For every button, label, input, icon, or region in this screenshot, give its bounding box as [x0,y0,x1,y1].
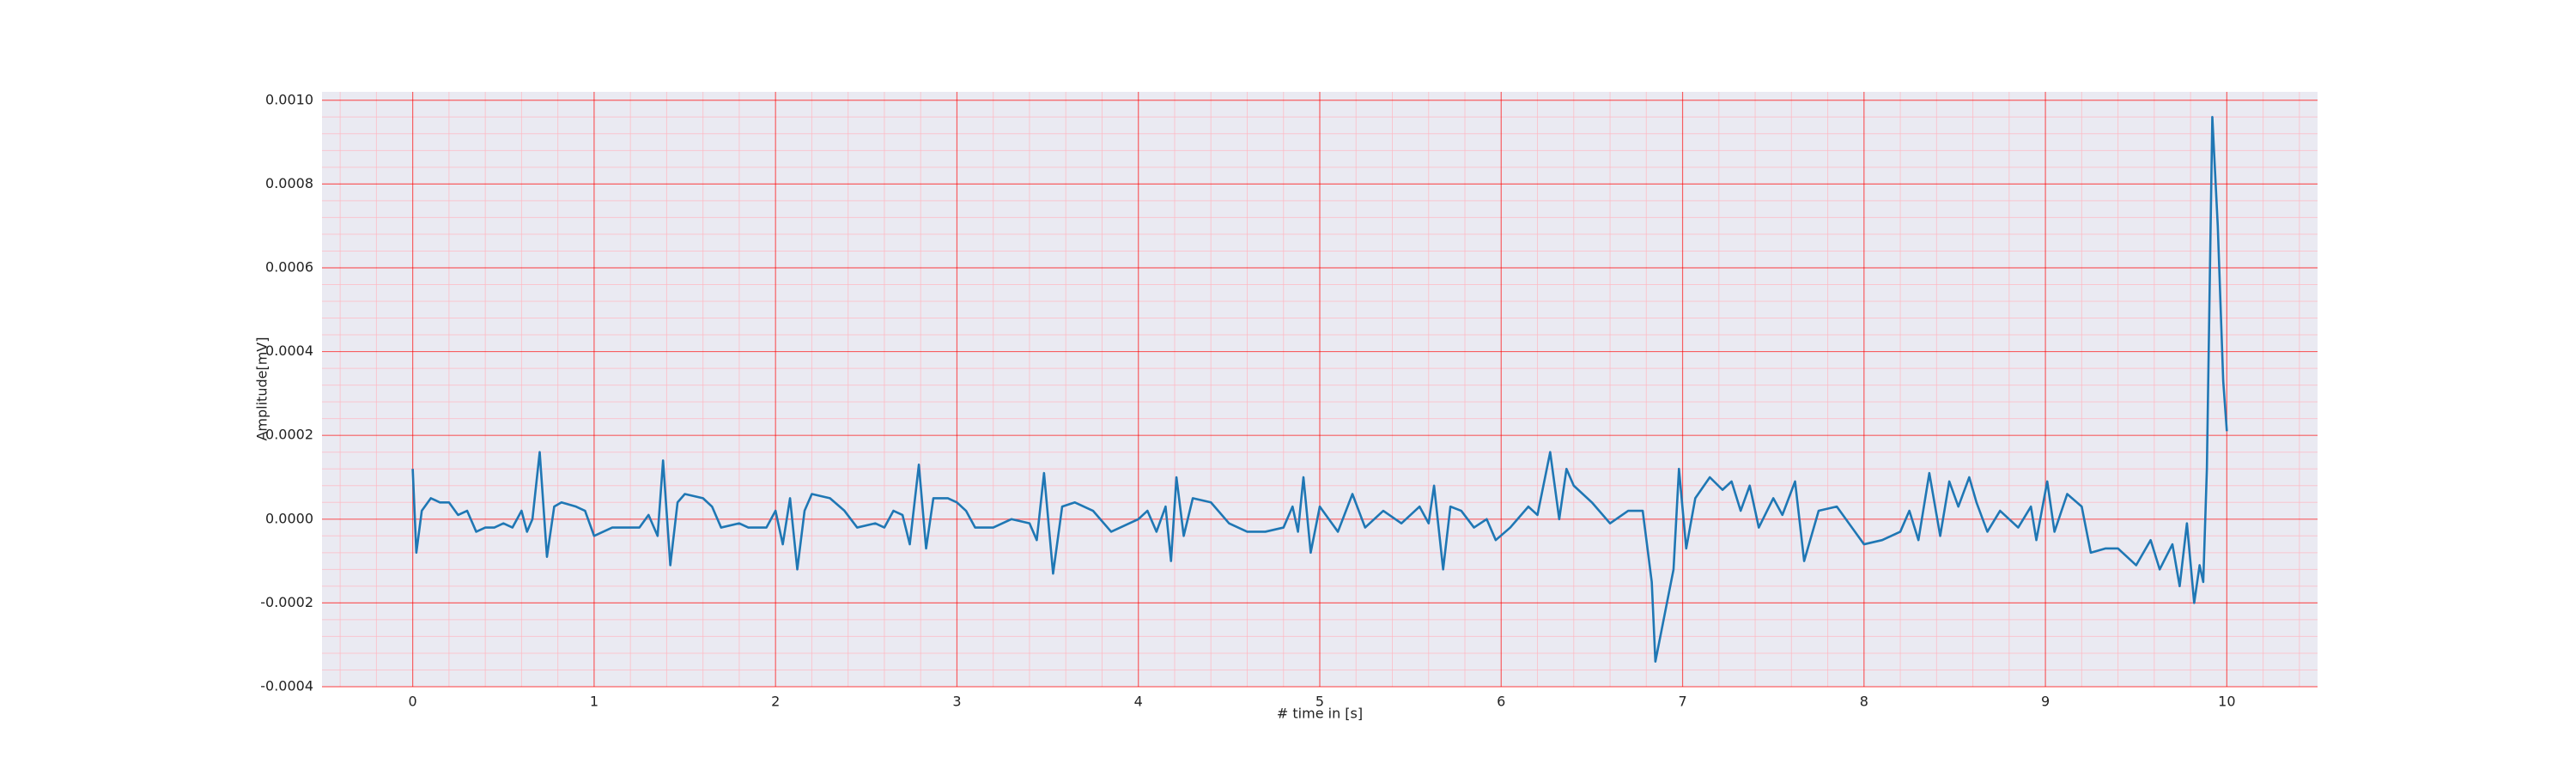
x-tick-label: 1 [590,694,598,710]
y-axis-label: Amplitude[mV] [254,336,270,440]
ecg-line [411,115,2228,664]
x-axis-label: # time in [s] [1277,706,1363,722]
y-tick-label: 0.0006 [265,258,313,275]
grid [322,92,2318,688]
x-tick-label: 3 [952,694,961,710]
x-tick-label: 10 [2218,694,2235,710]
lines [411,115,2228,664]
y-tick-label: 0.0004 [265,343,313,359]
x-tick-label: 9 [2041,694,2050,710]
x-tick-label: 7 [1678,694,1686,710]
x-tick-label: 0 [409,694,417,710]
x-tick-label: 8 [1860,694,1868,710]
x-tick-label: 2 [771,694,780,710]
y-tick-label: -0.0004 [260,678,313,694]
y-tick-label: 0.0002 [265,427,313,443]
x-tick-label: 5 [1315,694,1324,710]
y-tick-label: 0.0000 [265,510,313,526]
x-tick-label: 6 [1497,694,1505,710]
y-tick-label: 0.0008 [265,175,313,191]
x-tick-label: 4 [1134,694,1143,710]
y-tick-label: -0.0002 [260,594,313,610]
y-tick-label: 0.0010 [265,91,313,107]
